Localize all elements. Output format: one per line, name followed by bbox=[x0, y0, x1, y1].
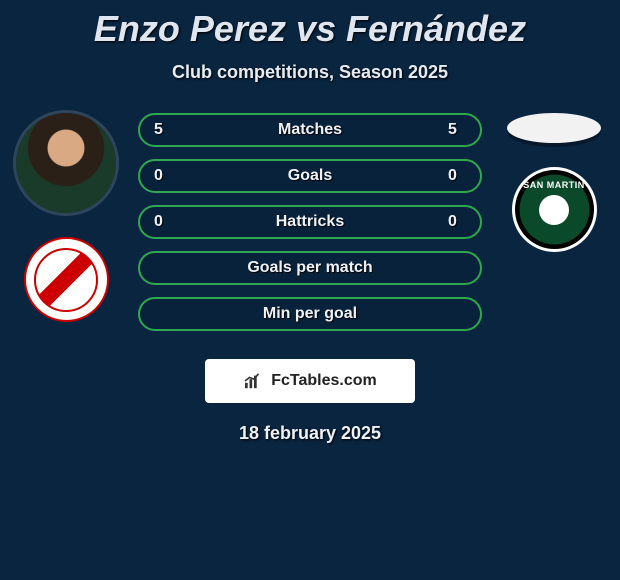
left-player-column bbox=[6, 113, 126, 322]
right-player-column bbox=[494, 113, 614, 252]
stat-label: Goals per match bbox=[247, 259, 372, 277]
stat-row-matches: 5 Matches 5 bbox=[138, 113, 482, 147]
stat-row-mpg: Min per goal bbox=[138, 297, 482, 331]
player-right-photo bbox=[507, 113, 601, 143]
stat-right-value: 0 bbox=[448, 213, 466, 231]
stat-label: Hattricks bbox=[276, 213, 344, 231]
club-badge-right bbox=[512, 167, 597, 252]
stat-label: Goals bbox=[288, 167, 332, 185]
stat-left-value: 0 bbox=[154, 167, 172, 185]
stat-row-goals: 0 Goals 0 bbox=[138, 159, 482, 193]
stat-right-value: 0 bbox=[448, 167, 466, 185]
date-label: 18 february 2025 bbox=[0, 423, 620, 444]
brand-badge: FcTables.com bbox=[205, 359, 415, 403]
stat-left-value: 0 bbox=[154, 213, 172, 231]
stat-row-gpm: Goals per match bbox=[138, 251, 482, 285]
chart-icon bbox=[243, 372, 265, 390]
stat-row-hattricks: 0 Hattricks 0 bbox=[138, 205, 482, 239]
stat-right-value: 5 bbox=[448, 121, 466, 139]
page-title: Enzo Perez vs Fernández bbox=[0, 8, 620, 50]
stat-label: Min per goal bbox=[263, 305, 357, 323]
stat-left-value: 5 bbox=[154, 121, 172, 139]
comparison-panel: 5 Matches 5 0 Goals 0 0 Hattricks 0 Goal… bbox=[0, 113, 620, 403]
brand-text: FcTables.com bbox=[271, 372, 377, 390]
stat-label: Matches bbox=[278, 121, 342, 139]
player-left-photo bbox=[16, 113, 116, 213]
subtitle: Club competitions, Season 2025 bbox=[0, 62, 620, 83]
stats-column: 5 Matches 5 0 Goals 0 0 Hattricks 0 Goal… bbox=[126, 113, 494, 403]
club-badge-left bbox=[24, 237, 109, 322]
